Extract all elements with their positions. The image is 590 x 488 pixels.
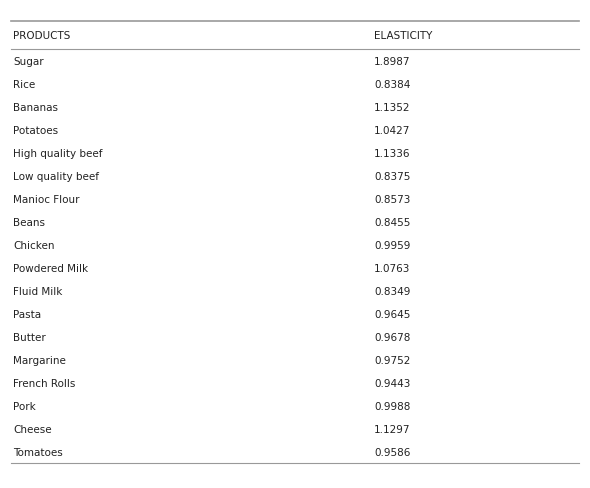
Text: Rice: Rice [13, 80, 35, 90]
Text: ELASTICITY: ELASTICITY [374, 31, 432, 41]
Text: 0.8349: 0.8349 [374, 286, 411, 296]
Text: Powdered Milk: Powdered Milk [13, 263, 88, 273]
Text: Bananas: Bananas [13, 102, 58, 113]
Text: Pasta: Pasta [13, 309, 41, 319]
Text: Potatoes: Potatoes [13, 125, 58, 136]
Text: 1.0763: 1.0763 [374, 263, 411, 273]
Text: 0.8375: 0.8375 [374, 171, 411, 182]
Text: 1.1297: 1.1297 [374, 424, 411, 434]
Text: 0.9645: 0.9645 [374, 309, 411, 319]
Text: 1.1336: 1.1336 [374, 148, 411, 159]
Text: 0.9586: 0.9586 [374, 447, 411, 457]
Text: 0.8384: 0.8384 [374, 80, 411, 90]
Text: Beans: Beans [13, 217, 45, 227]
Text: Butter: Butter [13, 332, 46, 342]
Text: 1.1352: 1.1352 [374, 102, 411, 113]
Text: Low quality beef: Low quality beef [13, 171, 99, 182]
Text: 0.8455: 0.8455 [374, 217, 411, 227]
Text: High quality beef: High quality beef [13, 148, 103, 159]
Text: Chicken: Chicken [13, 240, 54, 250]
Text: Pork: Pork [13, 401, 36, 411]
Text: 0.9959: 0.9959 [374, 240, 411, 250]
Text: Margarine: Margarine [13, 355, 66, 365]
Text: 0.9752: 0.9752 [374, 355, 411, 365]
Text: 1.8987: 1.8987 [374, 57, 411, 67]
Text: 0.9443: 0.9443 [374, 378, 411, 388]
Text: 1.0427: 1.0427 [374, 125, 411, 136]
Text: Cheese: Cheese [13, 424, 51, 434]
Text: Sugar: Sugar [13, 57, 44, 67]
Text: PRODUCTS: PRODUCTS [13, 31, 70, 41]
Text: 0.8573: 0.8573 [374, 194, 411, 204]
Text: Tomatoes: Tomatoes [13, 447, 63, 457]
Text: 0.9678: 0.9678 [374, 332, 411, 342]
Text: Fluid Milk: Fluid Milk [13, 286, 63, 296]
Text: Manioc Flour: Manioc Flour [13, 194, 80, 204]
Text: 0.9988: 0.9988 [374, 401, 411, 411]
Text: French Rolls: French Rolls [13, 378, 76, 388]
